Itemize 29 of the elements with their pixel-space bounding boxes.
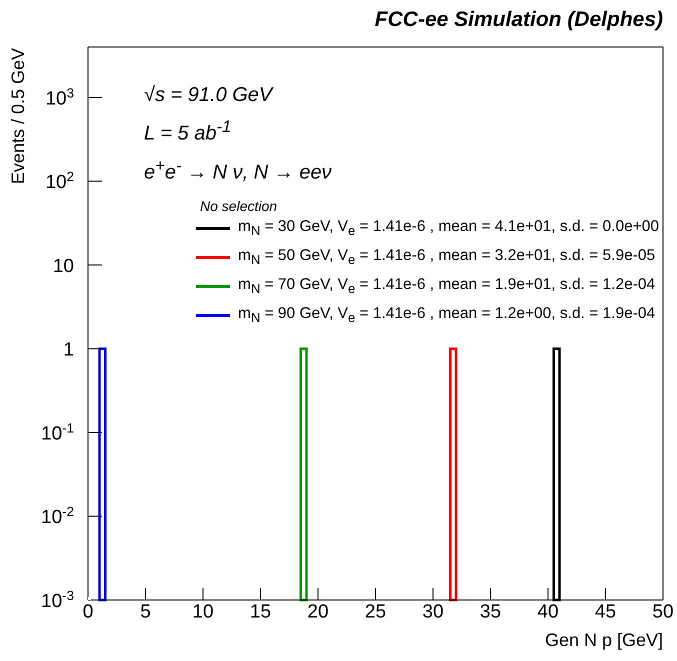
x-tick-label: 45 bbox=[594, 601, 616, 622]
y-tick-label: 10$^{-1}$ bbox=[41, 420, 74, 444]
annotation: e$^{+}$e$^{-}$ → N ν, N → eeν bbox=[144, 154, 332, 186]
x-tick-label: 15 bbox=[250, 601, 272, 622]
x-tick-label: 30 bbox=[422, 601, 444, 622]
x-tick-label: 0 bbox=[82, 601, 94, 622]
y-tick-label: 1 bbox=[63, 340, 74, 361]
x-tick-label: 25 bbox=[364, 601, 386, 622]
x-tick-label: 20 bbox=[307, 601, 329, 622]
y-tick-label: 10$^{-2}$ bbox=[41, 504, 74, 528]
x-tick-label: 35 bbox=[480, 601, 502, 622]
annotation: √s = 91.0 GeV bbox=[144, 83, 275, 108]
x-tick-label: 5 bbox=[140, 601, 151, 622]
legend-label: m$_{N}$ = 30 GeV, V$_{e}$ = 1.41e-6 , mean = 4.1e+01, s.d. = 0.0e+00 bbox=[238, 218, 659, 239]
annotation: L = 5 ab$^{-1}$ bbox=[144, 116, 232, 147]
y-tick-label: 10$^{3}$ bbox=[45, 84, 74, 110]
legend-label: m$_{N}$ = 90 GeV, V$_{e}$ = 1.41e-6 , mean = 1.2e+00, s.d. = 1.9e-04 bbox=[238, 305, 656, 326]
legend-title: No selection bbox=[200, 198, 278, 214]
y-tick-label: 10$^{-3}$ bbox=[41, 588, 74, 612]
x-tick-label: 50 bbox=[652, 601, 674, 622]
y-axis-title: Events / 0.5 GeV bbox=[8, 48, 29, 184]
x-axis-title: Gen N p [GeV] bbox=[544, 630, 663, 651]
x-tick-label: 10 bbox=[192, 601, 214, 622]
chart-title: FCC-ee Simulation (Delphes) bbox=[374, 8, 663, 32]
legend-label: m$_{N}$ = 50 GeV, V$_{e}$ = 1.41e-6 , mean = 3.2e+01, s.d. = 5.9e-05 bbox=[238, 247, 656, 268]
x-tick-label: 40 bbox=[537, 601, 559, 622]
y-tick-label: 10 bbox=[52, 256, 74, 277]
y-tick-label: 10$^{2}$ bbox=[45, 168, 74, 194]
legend-label: m$_{N}$ = 70 GeV, V$_{e}$ = 1.41e-6 , mean = 1.9e+01, s.d. = 1.2e-04 bbox=[238, 276, 656, 297]
